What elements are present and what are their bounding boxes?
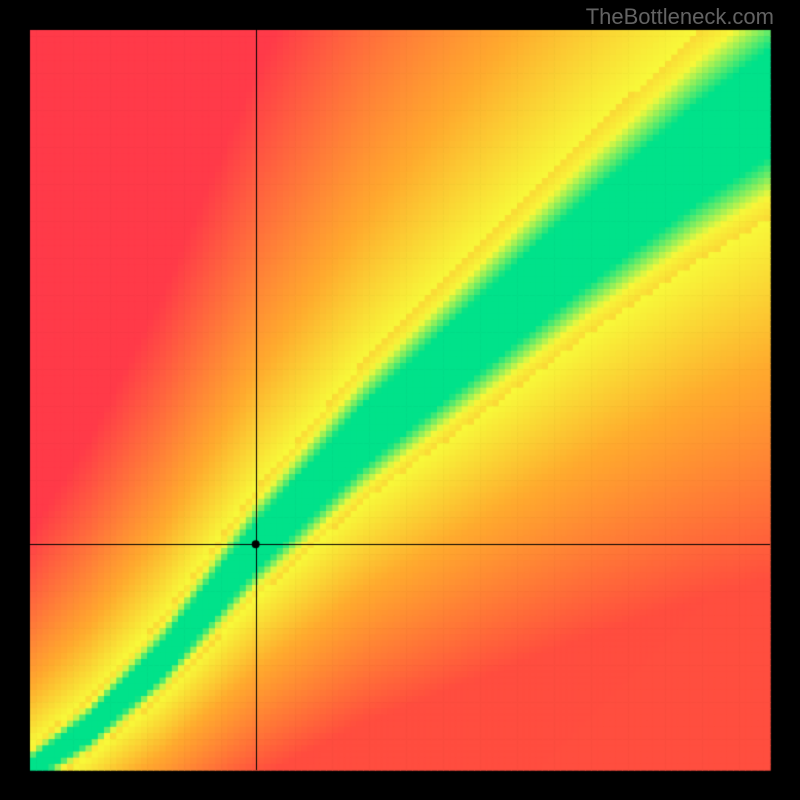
heatmap-canvas (0, 0, 800, 800)
watermark-text: TheBottleneck.com (586, 4, 774, 30)
figure-container: TheBottleneck.com (0, 0, 800, 800)
